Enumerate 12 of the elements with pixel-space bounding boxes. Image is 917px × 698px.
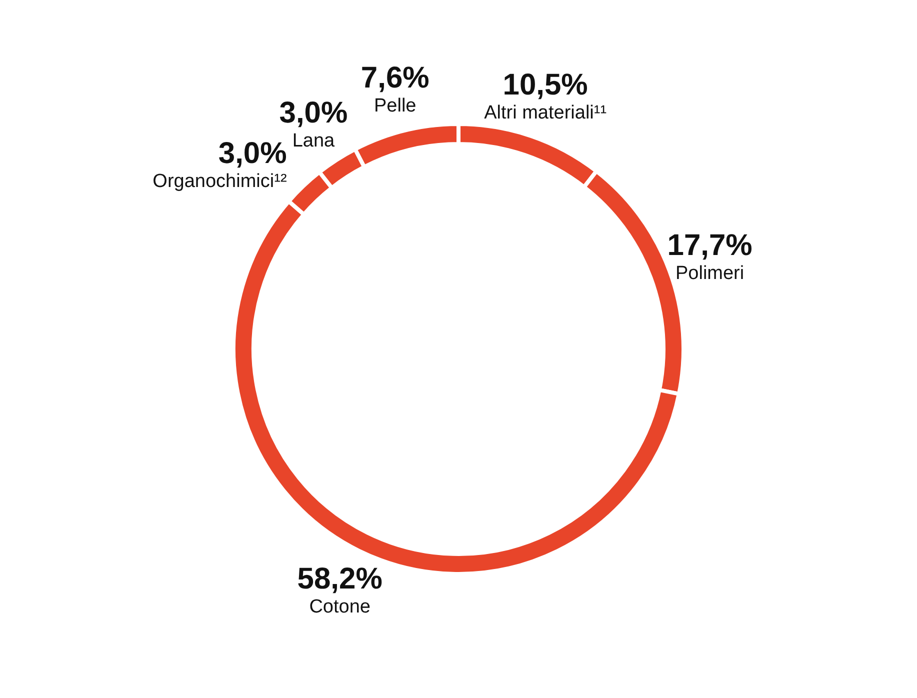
slice-label: Lana [292, 130, 336, 152]
data-label: 3,0% [279, 96, 348, 130]
slice-label: Cotone [309, 596, 370, 618]
slice-label: Altri materiali¹¹ [484, 102, 607, 124]
data-label: 17,7% [667, 228, 752, 262]
slice-label: Organochimici¹² [152, 171, 287, 192]
slice-label: Polimeri [675, 262, 744, 284]
data-label: 3,0% [218, 137, 287, 170]
data-label: 10,5% [502, 68, 588, 102]
data-label: 7,6% [360, 62, 430, 95]
slice-label: Pelle [374, 96, 416, 117]
data-label: 58,2% [297, 562, 382, 596]
